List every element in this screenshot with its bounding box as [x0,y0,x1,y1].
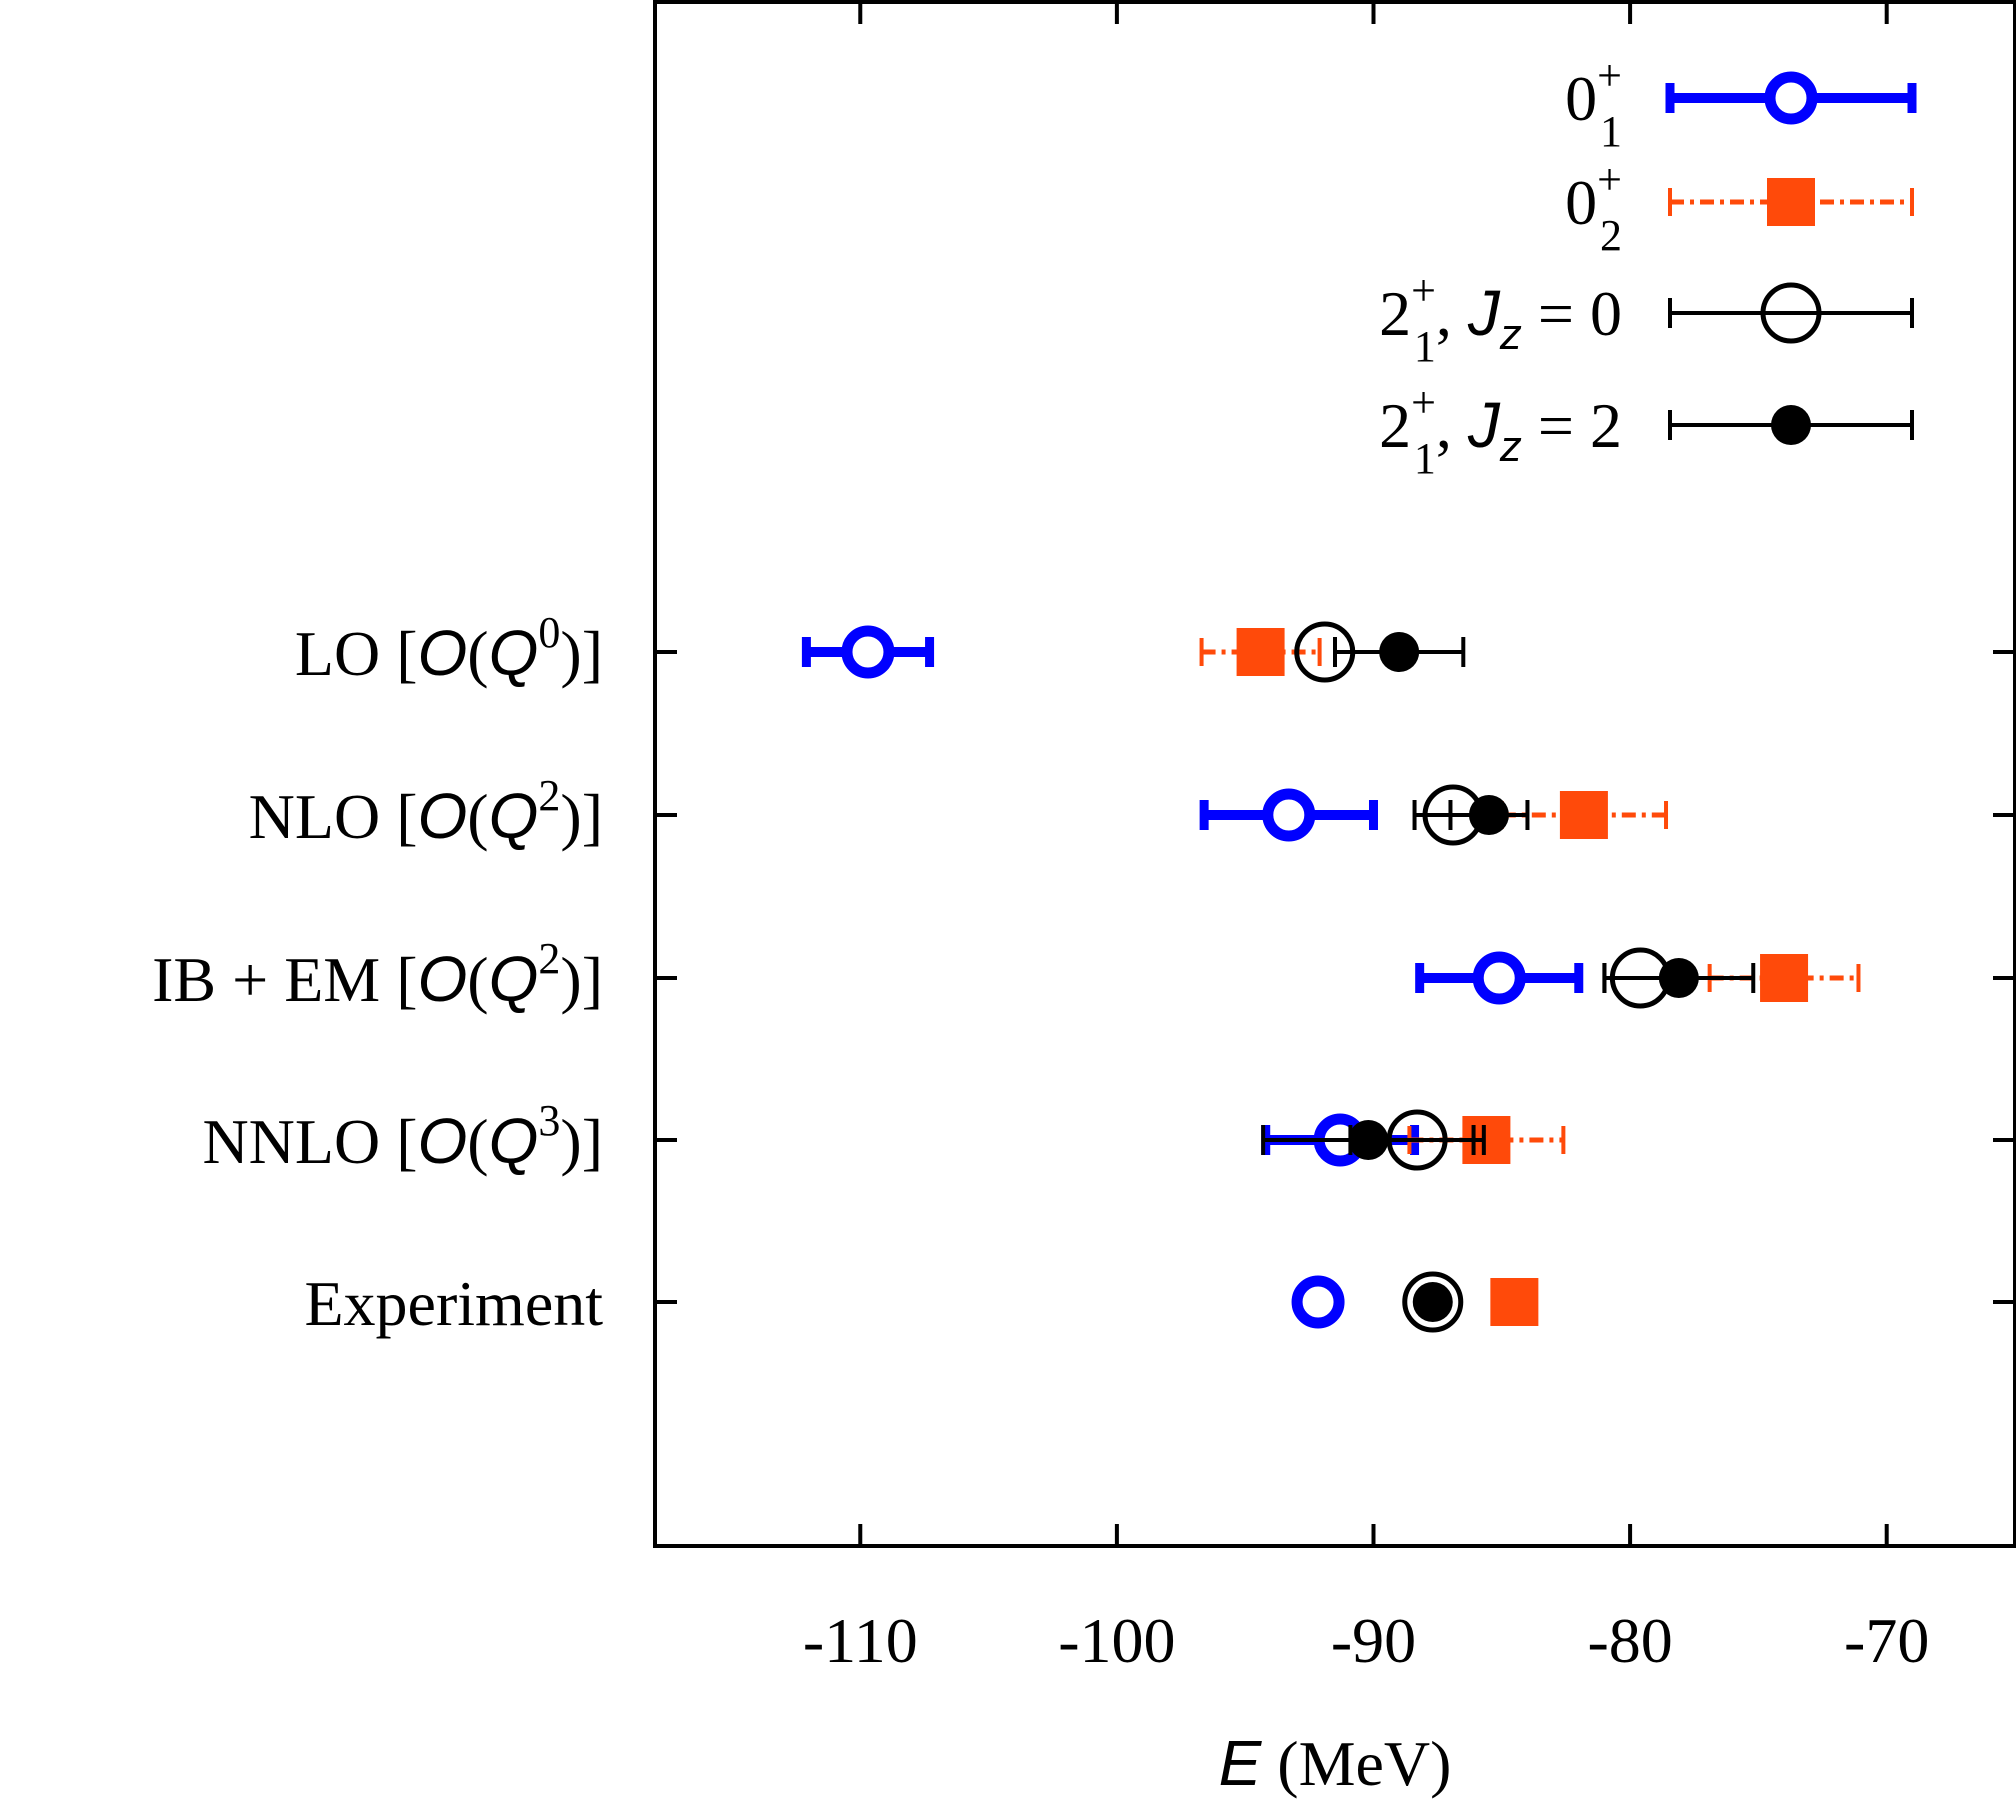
legend-label-superscript: + [1411,266,1436,315]
category-label-order-symbol: O [418,780,468,852]
category-label-paren: ( [467,618,488,689]
legend-label-base: 2 [1379,278,1411,349]
category-label-suffix: )] [560,781,603,852]
x-axis-unit: (MeV) [1261,1728,1451,1799]
legend-label-separator: , [1436,390,1468,461]
x-axis-label: E (MeV) [1219,1727,1452,1799]
legend-label: 2+ 1, Jz = 0 [1379,266,1622,371]
legend-label-superscript: + [1597,155,1622,204]
legend-label-base: 0 [1565,63,1597,134]
category-label-exponent: 0 [538,608,560,657]
data-point [1379,632,1420,672]
legend-label-base: 0 [1565,167,1597,238]
category-label: Experiment [304,1268,603,1339]
category-label-suffix: )] [560,944,603,1015]
series-layer [801,621,1861,1333]
x-tick-label: -80 [1587,1605,1672,1676]
legend-label-value: = 0 [1522,278,1622,349]
legend-label-variable-subscript: z [1499,422,1522,471]
legend-label-subscript: 1 [1600,107,1622,156]
category-label-prefix: NNLO [ [202,1106,417,1177]
data-point [1559,791,1608,839]
ticks: -110 -100 -90 -80 -70 [655,2,2015,1676]
category-label: LO [O(Q0)] [295,608,603,689]
x-axis-variable: E [1219,1727,1263,1799]
legend-marker [1764,71,1818,125]
legend-label: 0+ 2 [1565,155,1622,260]
category-label: IB + EM [O(Q2)] [152,934,603,1015]
legend-label-variable: J [1467,277,1501,349]
x-tick-label: -70 [1844,1605,1929,1676]
legend: 0+ 10+ 22+ 1, Jz = 02+ 1, Jz = 2 [1379,51,1917,483]
legend-label-subscript: 2 [1600,211,1622,260]
category-label-paren: ( [467,781,488,852]
category-label-q-symbol: Q [489,780,539,852]
category-label-paren: ( [467,1106,488,1177]
data-point [1236,628,1285,676]
legend-entry: 0+ 1 [1565,51,1917,156]
data-point [841,625,895,679]
series-2 [1199,628,1861,1326]
category-label-order-symbol: O [418,1105,468,1177]
data-point [1658,958,1699,998]
legend-label-subscript: 1 [1414,322,1436,371]
data-point [1402,1271,1464,1333]
legend-label: 2+ 1, Jz = 2 [1379,378,1622,483]
category-label-suffix: )] [560,1106,603,1177]
data-point [1490,1278,1539,1326]
data-point [1262,788,1316,842]
category-label-prefix: NLO [ [249,781,418,852]
legend-label-variable-subscript: z [1499,310,1522,359]
category-label-prefix: IB + EM [ [152,944,417,1015]
x-tick-label: -110 [803,1605,918,1676]
category-label: NNLO [O(Q3)] [202,1096,603,1177]
data-point [1348,1120,1389,1160]
legend-label-base: 2 [1379,390,1411,461]
category-label-exponent: 2 [538,934,560,983]
legend-label: 0+ 1 [1565,51,1622,156]
category-label-exponent: 2 [538,771,560,820]
legend-label-subscript: 1 [1414,434,1436,483]
legend-label-superscript: + [1411,378,1436,427]
legend-marker [1767,178,1815,226]
legend-label-variable: J [1467,389,1501,461]
series-1 [801,625,1584,1329]
data-point [1472,951,1526,1005]
category-label-order-symbol: O [418,617,468,689]
legend-entry: 0+ 2 [1565,155,1914,260]
data-point [1760,954,1809,1002]
category-label: NLO [O(Q2)] [249,771,603,852]
x-tick-label: -90 [1331,1605,1416,1676]
category-label-suffix: )] [560,618,603,689]
category-label-q-symbol: Q [489,1105,539,1177]
data-point [1291,1275,1345,1329]
category-label-paren: ( [467,944,488,1015]
x-tick-label: -100 [1058,1605,1175,1676]
legend-label-value: = 2 [1522,390,1622,461]
category-label-exponent: 3 [538,1096,560,1145]
legend-marker [1771,405,1811,445]
category-label-prefix: LO [ [295,618,418,689]
category-label-order-symbol: O [418,943,468,1015]
category-label-q-symbol: Q [489,943,539,1015]
plot-frame [653,0,2016,1548]
legend-entry: 2+ 1, Jz = 2 [1379,378,1914,483]
series-4 [1261,632,1756,1322]
category-label-q-symbol: Q [489,617,539,689]
data-point [1468,795,1509,835]
category-labels: LO [O(Q0)]NLO [O(Q2)]IB + EM [O(Q2)]NNLO… [152,608,603,1339]
legend-entry: 2+ 1, Jz = 0 [1379,266,1914,371]
legend-label-superscript: + [1597,51,1622,100]
data-point [1412,1282,1453,1322]
legend-marker [1760,282,1822,344]
legend-label-separator: , [1436,278,1468,349]
